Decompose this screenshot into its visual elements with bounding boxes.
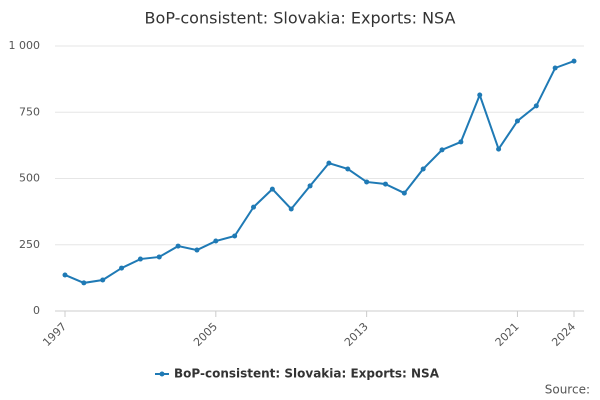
point <box>288 206 294 212</box>
point <box>175 243 181 249</box>
y-tick-label: 750 <box>19 105 40 118</box>
point <box>420 166 426 172</box>
point <box>307 183 313 189</box>
point <box>382 181 388 187</box>
y-tick-label: 1 000 <box>9 39 41 52</box>
legend-label: BoP-consistent: Slovakia: Exports: NSA <box>174 367 440 381</box>
point <box>251 204 257 210</box>
point <box>100 277 106 283</box>
x-tick-label: 2021 <box>493 320 522 349</box>
legend-symbol <box>159 371 165 377</box>
x-tick-label: 1997 <box>40 320 69 349</box>
point <box>477 92 483 98</box>
point <box>571 58 577 64</box>
point <box>514 118 520 124</box>
point <box>119 265 125 271</box>
x-tick-label: 2005 <box>191 320 220 349</box>
chart-title: BoP-consistent: Slovakia: Exports: NSA <box>145 9 456 28</box>
x-tick-label: 2013 <box>342 320 371 349</box>
point <box>269 186 275 192</box>
point <box>458 139 464 145</box>
y-tick-label: 250 <box>19 238 40 251</box>
y-tick-label: 500 <box>19 172 40 185</box>
point <box>533 103 539 109</box>
point <box>156 254 162 260</box>
point <box>137 256 143 262</box>
point <box>62 272 68 278</box>
point <box>345 166 351 172</box>
point <box>552 65 558 71</box>
point <box>364 179 370 185</box>
point <box>401 190 407 196</box>
source: Source: <box>545 383 590 397</box>
line <box>64 60 575 284</box>
y-tick-label: 0 <box>33 304 40 317</box>
point <box>213 238 219 244</box>
point <box>496 146 502 152</box>
point <box>439 147 445 153</box>
point <box>232 233 238 239</box>
point <box>326 160 332 166</box>
x-tick-label: 2024 <box>549 320 578 349</box>
point <box>81 280 87 286</box>
point <box>194 247 200 253</box>
